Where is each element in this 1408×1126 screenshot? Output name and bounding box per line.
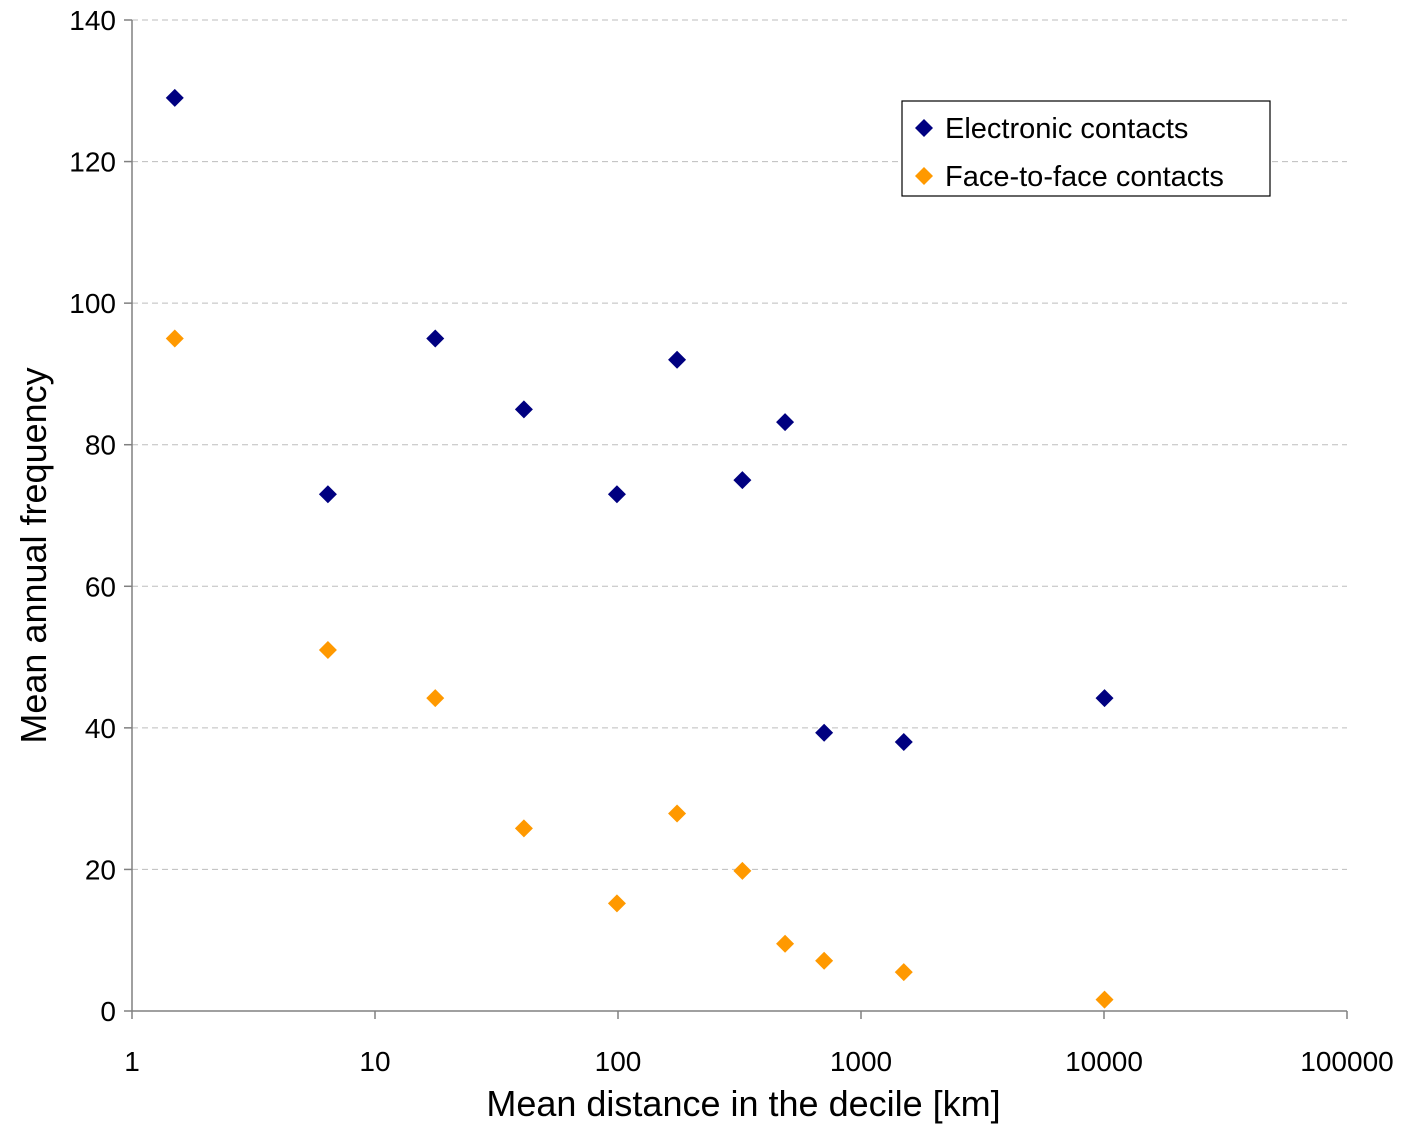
series-electronic-contacts [165,88,1114,752]
data-point [894,963,913,982]
legend-marker [915,119,933,137]
y-tick-label: 0 [100,996,116,1027]
data-point [514,400,533,419]
data-point [668,350,687,369]
data-point [607,485,626,504]
data-point [514,819,533,838]
y-tick-label: 60 [85,571,116,602]
legend-label: Electronic contacts [945,113,1188,145]
data-point [894,733,913,752]
x-tick-label: 1 [124,1046,140,1077]
axes [131,20,1347,1012]
x-tick-label: 100000 [1300,1046,1393,1077]
y-axis-ticks: 0 20 40 60 80 100 120 140 [69,5,132,1027]
data-point [733,471,752,490]
data-point [668,804,687,823]
data-point [165,329,184,348]
legend-marker [915,167,933,185]
y-tick-label: 40 [85,713,116,744]
data-point [733,861,752,880]
y-tick-label: 100 [69,288,116,319]
data-point [318,485,337,504]
data-points [165,88,1114,1009]
y-tick-label: 20 [85,854,116,885]
y-axis-title: Mean annual frequency [13,367,54,743]
data-point [1095,990,1114,1009]
data-point [1095,689,1114,708]
data-point [165,88,184,107]
data-point [815,951,834,970]
y-tick-label: 120 [69,147,116,178]
data-point [776,934,795,953]
data-point [607,894,626,913]
x-tick-label: 10000 [1065,1046,1143,1077]
legend-box [901,100,1271,197]
x-axis-ticks: 1 10 100 1000 10000 100000 [124,1011,1394,1077]
y-tick-label: 80 [85,430,116,461]
series-face-to-face-contacts [165,329,1114,1009]
legend: Electronic contacts Face-to-face contacts [901,100,1271,197]
x-tick-label: 100 [595,1046,642,1077]
data-point [776,413,795,432]
legend-label: Face-to-face contacts [945,161,1224,193]
data-point [426,689,445,708]
data-point [318,640,337,659]
data-point [426,329,445,348]
x-tick-label: 10 [359,1046,390,1077]
x-tick-label: 1000 [830,1046,892,1077]
x-axis-title: Mean distance in the decile [km] [486,1083,1000,1124]
data-point [815,723,834,742]
y-tick-label: 140 [69,5,116,36]
